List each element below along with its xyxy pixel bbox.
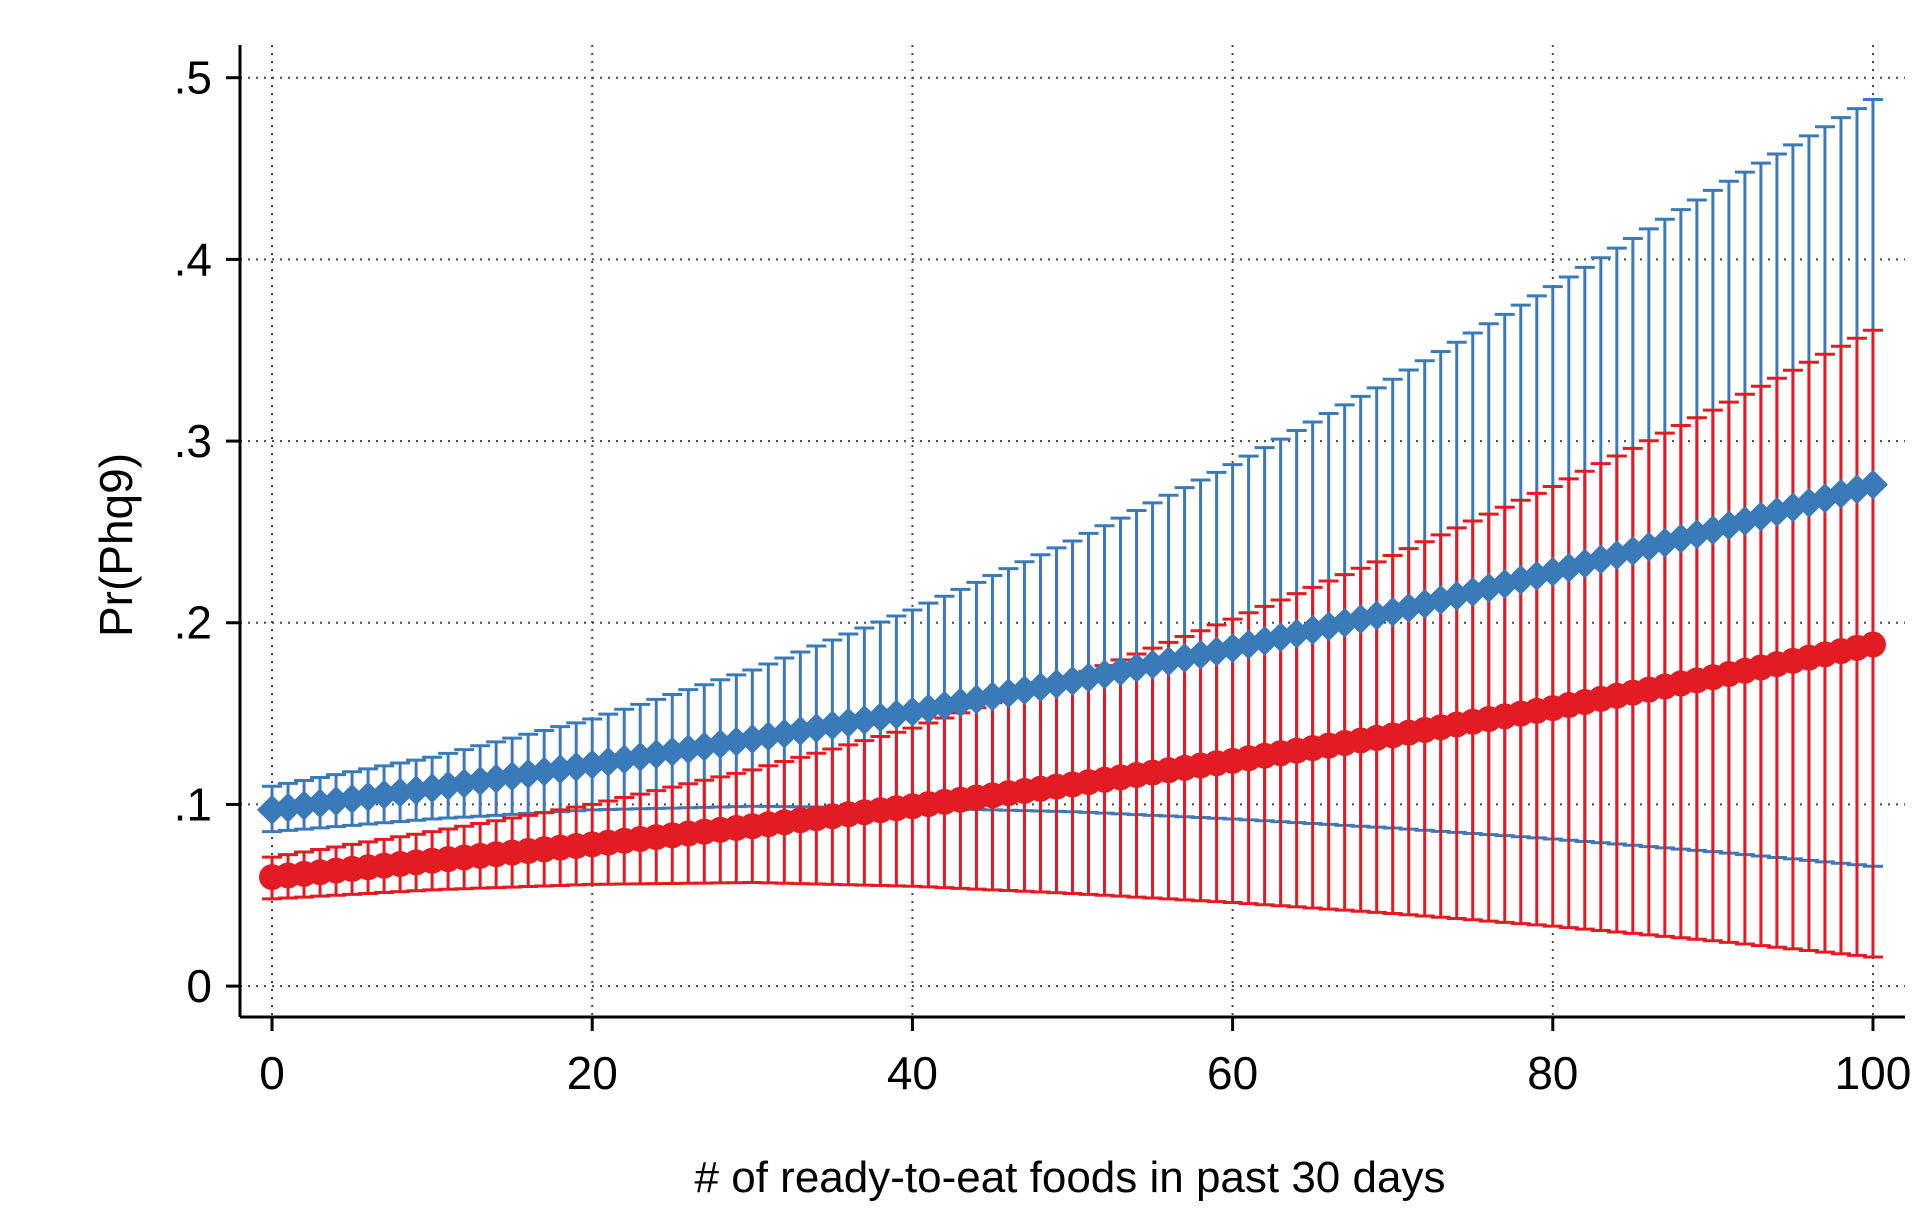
- y-tick-label: .4: [174, 233, 212, 285]
- y-tick-label: .1: [174, 778, 212, 830]
- y-tick-label: .2: [174, 597, 212, 649]
- circle-marker: [1859, 631, 1886, 658]
- y-tick-label: .3: [174, 415, 212, 467]
- x-axis-label: # of ready-to-eat foods in past 30 days: [695, 1153, 1446, 1202]
- y-axis-label: Pr(Phq9): [90, 453, 142, 637]
- diamond-marker: [1729, 506, 1760, 537]
- x-tick-label: 40: [887, 1047, 938, 1099]
- x-tick-label: 80: [1527, 1047, 1578, 1099]
- diamond-marker: [1857, 469, 1888, 500]
- x-tick-label: 0: [259, 1047, 285, 1099]
- x-tick-label: 20: [567, 1047, 618, 1099]
- y-tick-label: 0: [186, 960, 212, 1012]
- axes-layer: 0 .1 .2 .3 .4 .5 0 20 40 60 80 100: [174, 45, 1912, 1099]
- markers-layer: [257, 469, 1888, 891]
- x-tick-label: 60: [1207, 1047, 1258, 1099]
- error-bars-layer: [262, 98, 1883, 959]
- x-tick-label: 100: [1835, 1047, 1912, 1099]
- y-tick-label: .5: [174, 52, 212, 104]
